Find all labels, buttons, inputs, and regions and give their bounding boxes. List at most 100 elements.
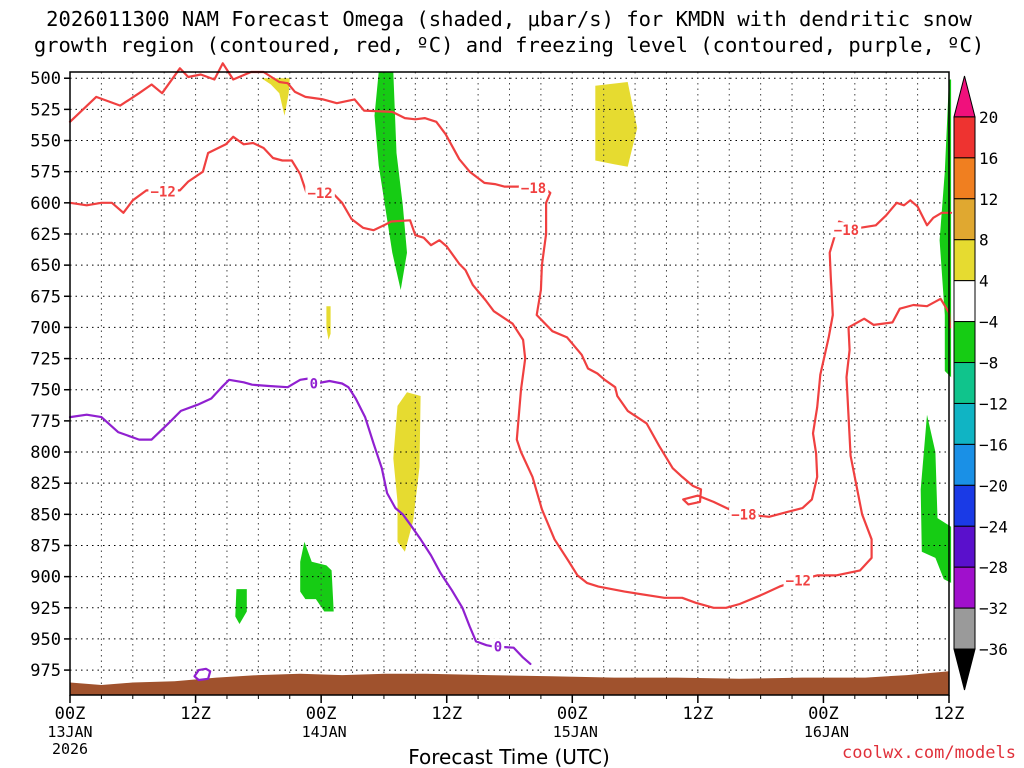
x-year-label-0: 2026: [52, 740, 88, 758]
y-tick-label-675: 675: [30, 287, 61, 307]
omega-region-3: [393, 392, 421, 552]
x-tick-label-24: 00Z: [306, 704, 337, 724]
contour-dgz-minus18: [533, 184, 953, 518]
contour-label-bg-2: [518, 179, 549, 195]
colorbar-label-1: 16: [979, 149, 998, 168]
contour-label-bg-0: [148, 183, 178, 199]
terrain: [70, 671, 949, 695]
omega-region-1: [326, 306, 331, 340]
colorbar-swatch-14: [953, 648, 976, 691]
y-tick-label-875: 875: [30, 536, 61, 556]
title-line-2: growth region (contoured, red, ºC) and f…: [34, 33, 984, 57]
y-tick-label-650: 650: [30, 256, 61, 276]
colorbar-label-4: 4: [979, 272, 989, 291]
x-tick-label-12: 12Z: [180, 704, 211, 724]
x-axis-label: Forecast Time (UTC): [408, 745, 610, 768]
contour-label-bg-7: [491, 638, 505, 654]
colorbar-swatch-1: [953, 116, 976, 159]
x-tick-label-60: 12Z: [682, 704, 713, 724]
x-tick-label-48: 00Z: [557, 704, 588, 724]
contours: [68, 62, 953, 682]
colorbar-swatch-3: [953, 198, 976, 241]
colorbar-label-7: −12: [979, 394, 1008, 413]
colorbar-label-2: 12: [979, 190, 998, 209]
x-tick-label-0: 00Z: [55, 704, 86, 724]
y-tick-label-700: 700: [30, 318, 61, 338]
y-tick-label-625: 625: [30, 225, 61, 245]
colorbar-label-6: −8: [979, 354, 998, 373]
y-tick-label-525: 525: [30, 100, 61, 120]
colorbar-label-3: 8: [979, 231, 989, 250]
colorbar-swatch-6: [953, 321, 976, 364]
omega-region-6: [300, 541, 334, 612]
colorbar: 20 16 12 8 4 −4 −8 −12 −16 −20 −24 −28 −32 −36: [953, 75, 1008, 691]
contour-label-bg-1: [305, 184, 335, 200]
contour-label-5: −18: [834, 223, 859, 239]
omega-region-2: [595, 82, 638, 167]
contour-label-7: 0: [494, 639, 502, 655]
contour-label-bg-6: [307, 375, 321, 391]
y-tick-label-500: 500: [30, 69, 61, 89]
omega-region-7: [939, 79, 952, 378]
contour-label-2: −18: [521, 181, 546, 197]
colorbar-swatch-9: [953, 443, 976, 486]
chart-title: 2026011300 NAM Forecast Omega (shaded, μ…: [34, 7, 984, 57]
colorbar-swatch-0: [953, 75, 976, 118]
contour-label-bg-3: [729, 506, 759, 522]
x-tick-label-72: 00Z: [808, 704, 839, 724]
x-date-label-72: 16JAN: [804, 723, 849, 741]
x-date-label-48: 15JAN: [553, 723, 598, 741]
omega-region-5: [235, 589, 247, 624]
colorbar-label-12: −32: [979, 599, 1008, 618]
plot-frame: [69, 71, 950, 696]
y-tick-label-975: 975: [30, 661, 61, 681]
colorbar-swatch-4: [953, 239, 976, 282]
colorbar-label-13: −36: [979, 640, 1008, 659]
colorbar-swatch-12: [953, 566, 976, 609]
y-tick-label-825: 825: [30, 474, 61, 494]
colorbar-label-10: −24: [979, 517, 1008, 536]
y-tick-label-725: 725: [30, 350, 61, 370]
omega-region-4: [374, 72, 407, 290]
colorbar-swatch-8: [953, 402, 976, 445]
gridlines: [70, 72, 949, 695]
colorbar-swatch-2: [953, 157, 976, 200]
omega-shading: [235, 72, 952, 624]
y-tick-label-750: 750: [30, 381, 61, 401]
contour-label-6: 0: [310, 377, 318, 393]
contour-label-bg-4: [783, 572, 814, 588]
y-tick-label-950: 950: [30, 630, 61, 650]
colorbar-swatch-7: [953, 362, 976, 404]
y-axis: 500 525 550 575 600 625 650 675 700 725 750 775 800 8…: [30, 69, 70, 681]
y-tick-label-925: 925: [30, 599, 61, 619]
y-tick-label-850: 850: [30, 505, 61, 525]
contour-freezing-level-0: [68, 377, 532, 666]
colorbar-label-9: −20: [979, 476, 1008, 495]
contour-label-4: −12: [786, 573, 811, 589]
contour-label-1: −12: [307, 186, 332, 202]
y-tick-label-775: 775: [30, 412, 61, 432]
terrain-fill: [70, 671, 949, 695]
y-tick-label-575: 575: [30, 163, 61, 183]
title-line-1: 2026011300 NAM Forecast Omega (shaded, μ…: [46, 7, 972, 31]
contour-dgz-minus12-lower: [68, 135, 952, 609]
contour-label-3: −18: [731, 507, 756, 523]
y-tick-label-550: 550: [30, 132, 61, 152]
colorbar-label-8: −16: [979, 435, 1008, 454]
credit-link[interactable]: coolwx.com/models: [842, 743, 1016, 763]
contour-dgz-minus12-upper: [68, 62, 538, 188]
y-tick-label-600: 600: [30, 194, 61, 214]
y-tick-label-900: 900: [30, 568, 61, 588]
colorbar-label-11: −28: [979, 558, 1008, 577]
colorbar-swatch-5: [953, 280, 976, 323]
contour-labels: −12 −12 −18 −18 −12 −18 0 0: [148, 179, 862, 655]
y-tick-label-800: 800: [30, 443, 61, 463]
omega-region-0: [261, 78, 290, 116]
colorbar-swatch-11: [953, 525, 976, 568]
x-tick-label-84: 12Z: [934, 704, 965, 724]
colorbar-label-5: −4: [979, 313, 998, 332]
colorbar-label-0: 20: [979, 108, 998, 127]
contour-freezing-level-0-loop: [193, 667, 212, 682]
